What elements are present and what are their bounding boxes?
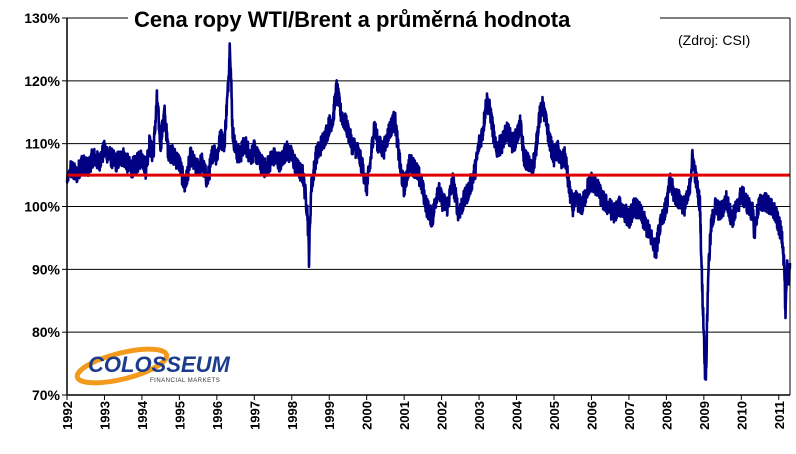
y-tick-label: 120% (24, 73, 60, 89)
y-tick-label: 80% (32, 324, 61, 340)
x-tick-label: 2002 (435, 401, 450, 430)
x-tick-label: 2003 (472, 401, 487, 430)
x-tick-label: 2004 (510, 400, 525, 430)
x-tick-label: 1999 (322, 401, 337, 430)
y-tick-label: 100% (24, 199, 60, 215)
chart-source: (Zdroj: CSI) (678, 32, 750, 48)
logo-tagline: FINANCIAL MARKETS (150, 378, 220, 384)
x-tick-label: 1998 (285, 401, 300, 430)
title-background (128, 4, 660, 34)
chart-title: Cena ropy WTI/Brent a průměrná hodnota (134, 7, 571, 32)
x-tick-label: 2000 (360, 401, 375, 430)
y-tick-label: 130% (24, 10, 60, 26)
price-series-line (65, 42, 792, 381)
x-tick-label: 1994 (135, 400, 150, 430)
colosseum-logo: COLOSSEUM FINANCIAL MARKETS (74, 346, 230, 386)
x-tick-label: 1995 (172, 401, 187, 430)
x-tick-label: 2008 (659, 401, 674, 430)
logo-swoosh (74, 346, 170, 386)
y-tick-label: 70% (32, 387, 61, 403)
y-tick-label: 90% (32, 261, 61, 277)
x-tick-label: 2001 (397, 401, 412, 430)
logo-wordmark: COLOSSEUM (88, 352, 230, 377)
x-tick-label: 2005 (547, 401, 562, 430)
x-tick-label: 2010 (734, 401, 749, 430)
x-tick-label: 1997 (247, 401, 262, 430)
x-tick-label: 1996 (210, 401, 225, 430)
x-axis-ticks: 1992 1993 1994 1995 1996 1997 1998 1999 2000 2001… (60, 395, 787, 430)
x-tick-label: 2011 (772, 401, 787, 429)
x-tick-label: 2007 (622, 401, 637, 430)
x-tick-label: 1993 (97, 401, 112, 430)
x-tick-label: 2009 (697, 401, 712, 430)
y-tick-label: 110% (25, 136, 61, 152)
x-tick-label: 1992 (60, 401, 75, 430)
x-tick-label: 2006 (584, 401, 599, 430)
y-axis-ticks: 70% 80% 90% 100% 110% 120% 130% (24, 10, 67, 403)
plot-frame (66, 17, 791, 396)
